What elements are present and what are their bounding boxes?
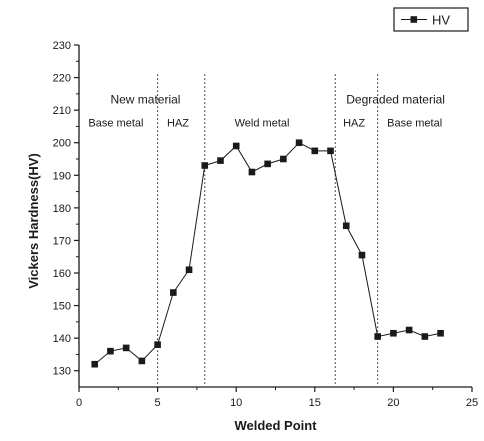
data-point (358, 251, 366, 259)
data-point (280, 155, 287, 163)
region-annotation: Weld metal (235, 117, 290, 129)
data-point (232, 142, 240, 150)
data-point (248, 168, 256, 176)
y-tick-label: 220 (53, 73, 71, 85)
data-point (217, 157, 224, 164)
y-tick-label: 140 (53, 333, 71, 345)
y-tick-label: 170 (53, 235, 71, 247)
legend-box (393, 7, 469, 32)
x-tick-label: 0 (76, 397, 82, 409)
data-point (91, 360, 99, 368)
y-tick-label: 180 (53, 203, 71, 215)
region-annotation: Base metal (387, 117, 442, 129)
data-point (342, 222, 350, 230)
region-annotation: New material (110, 93, 180, 107)
y-tick-label: 210 (53, 105, 71, 117)
data-point (327, 147, 334, 155)
data-point (154, 341, 161, 348)
region-annotation: Base metal (88, 117, 143, 129)
y-tick-label: 230 (53, 40, 71, 52)
data-point (201, 162, 209, 169)
series-line (94, 142, 441, 365)
legend-label: HV (432, 13, 450, 28)
data-point (122, 344, 130, 352)
data-point (138, 357, 146, 365)
y-tick-label: 190 (53, 170, 71, 182)
y-tick-label: 150 (53, 301, 71, 313)
data-point (170, 289, 177, 296)
x-tick-label: 10 (230, 397, 242, 409)
data-point (405, 326, 413, 334)
x-tick-label: 15 (309, 397, 321, 409)
data-point (311, 147, 319, 155)
y-tick-label: 130 (53, 366, 71, 378)
x-tick-label: 25 (466, 397, 478, 409)
data-point (264, 160, 271, 168)
data-point (107, 347, 114, 355)
legend-marker (410, 16, 418, 23)
data-point (390, 329, 397, 337)
y-tick-label: 200 (53, 138, 71, 150)
data-point (437, 329, 444, 337)
x-tick-label: 5 (155, 397, 161, 409)
x-axis-title: Welded Point (234, 418, 317, 433)
region-annotation: Degraded material (346, 93, 445, 107)
region-annotation: HAZ (167, 117, 189, 129)
y-axis-title: Vickers Hardness(HV) (26, 153, 41, 289)
data-point (295, 139, 303, 147)
y-tick-label: 160 (53, 268, 71, 280)
data-point (185, 266, 193, 274)
region-annotation: HAZ (343, 117, 365, 129)
x-tick-label: 20 (387, 397, 399, 409)
data-point (374, 333, 381, 340)
data-point (421, 333, 429, 340)
